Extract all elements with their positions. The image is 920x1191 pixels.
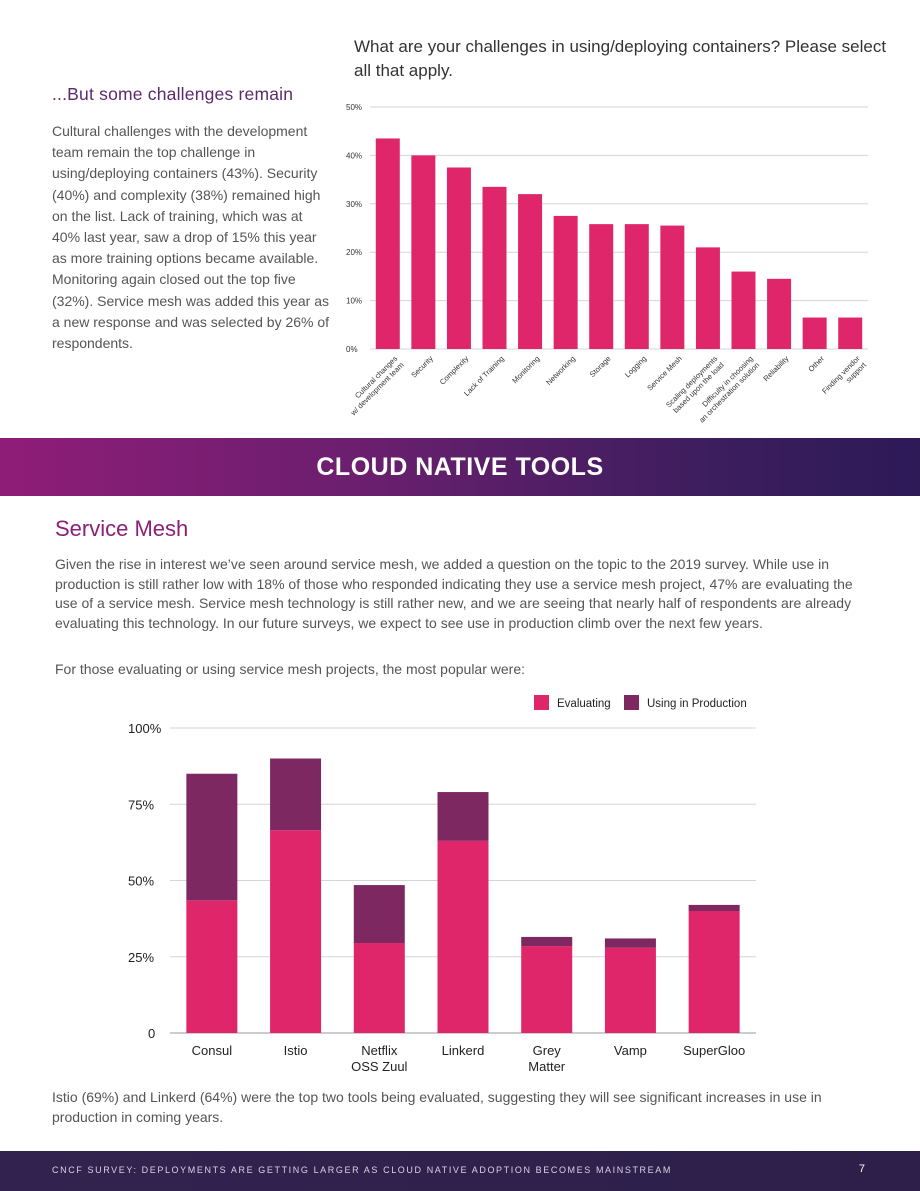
y-tick-label: 20% — [346, 248, 362, 257]
bar — [446, 167, 471, 349]
stacked-bar-segment — [688, 904, 740, 911]
svg-text:Networking: Networking — [544, 354, 577, 387]
legend-swatch — [534, 695, 549, 710]
x-tick-label: Storage — [588, 354, 613, 379]
stacked-bar-segment — [604, 938, 656, 948]
stacked-bar-segment — [688, 911, 740, 1033]
x-tick-label: Vamp — [614, 1043, 647, 1058]
service-mesh-heading: Service Mesh — [55, 516, 189, 541]
svg-text:Other: Other — [806, 354, 826, 374]
x-tick-label: SuperGloo — [683, 1043, 745, 1058]
bar — [731, 271, 756, 349]
y-tick-label: 100% — [128, 721, 162, 736]
svg-text:Complexity: Complexity — [438, 354, 471, 387]
stacked-bar-segment — [437, 840, 489, 1033]
stacked-bar-segment — [437, 792, 489, 841]
svg-text:Storage: Storage — [588, 354, 613, 379]
bar — [518, 194, 543, 349]
bar — [695, 247, 720, 349]
legend-label: Using in Production — [647, 698, 747, 710]
stacked-bar-segment — [353, 943, 405, 1033]
stacked-bar-segment — [270, 758, 322, 831]
y-tick-label: 0 — [148, 1026, 155, 1041]
stacked-bar-segment — [353, 885, 405, 944]
sidebar-paragraph: Cultural challenges with the development… — [52, 123, 330, 352]
bar — [375, 138, 400, 349]
x-tick-label: Consul — [192, 1043, 233, 1058]
bar — [838, 317, 863, 349]
bar — [660, 225, 685, 349]
x-tick-label: Matter — [528, 1059, 566, 1074]
svg-text:Monitoring: Monitoring — [510, 354, 541, 385]
x-tick-label: Security — [409, 354, 435, 380]
y-tick-label: 50% — [128, 874, 154, 889]
stacked-bar-segment — [270, 830, 322, 1033]
legend-label: Evaluating — [557, 698, 611, 710]
bar — [553, 215, 578, 349]
challenges-chart-title: What are your challenges in using/deploy… — [354, 37, 887, 80]
popular-projects-lead: For those evaluating or using service me… — [55, 661, 526, 677]
page-footer: CNCF SURVEY: DEPLOYMENTS ARE GETTING LAR… — [0, 1151, 920, 1191]
x-tick-label: Reliability — [761, 354, 790, 383]
bar — [802, 317, 827, 349]
stacked-bar-segment — [521, 946, 573, 1033]
banner-title: CLOUD NATIVE TOOLS — [316, 452, 604, 481]
y-tick-label: 25% — [128, 950, 154, 965]
svg-text:Service Mesh: Service Mesh — [645, 354, 683, 392]
y-tick-label: 30% — [346, 200, 362, 209]
x-tick-label: Networking — [544, 354, 577, 387]
stacked-bar-segment — [186, 900, 238, 1033]
legend-swatch — [624, 695, 639, 710]
x-tick-label: Netflix — [361, 1043, 398, 1058]
section-banner: CLOUD NATIVE TOOLS — [0, 438, 920, 496]
y-tick-label: 0% — [346, 345, 358, 354]
x-tick-label: Logging — [623, 354, 648, 379]
bar — [767, 278, 792, 349]
stacked-bar-segment — [521, 936, 573, 947]
y-tick-label: 10% — [346, 297, 362, 306]
x-tick-label: Monitoring — [510, 354, 541, 385]
conclusion-paragraph: Istio (69%) and Linkerd (64%) were the t… — [52, 1089, 822, 1125]
bar — [482, 186, 507, 349]
x-tick-label: Complexity — [438, 354, 471, 387]
svg-text:Logging: Logging — [623, 354, 648, 379]
stacked-bar-segment — [186, 773, 238, 901]
y-tick-label: 40% — [346, 151, 362, 160]
x-tick-label: Service Mesh — [645, 354, 683, 392]
x-tick-label: Grey — [533, 1043, 562, 1058]
x-tick-label: Istio — [284, 1043, 308, 1058]
y-tick-label: 50% — [346, 103, 362, 112]
bar — [411, 155, 436, 349]
service-mesh-paragraph: Given the rise in interest we’ve seen ar… — [55, 556, 853, 631]
bar — [589, 224, 614, 349]
y-tick-label: 75% — [128, 797, 154, 812]
stacked-bar-segment — [604, 947, 656, 1033]
sidebar-heading: ...But some challenges remain — [52, 84, 294, 104]
bar — [624, 224, 649, 349]
x-tick-label: OSS Zuul — [351, 1059, 407, 1074]
svg-text:Security: Security — [409, 354, 435, 380]
x-tick-label: Other — [806, 354, 826, 374]
footer-text: CNCF SURVEY: DEPLOYMENTS ARE GETTING LAR… — [52, 1165, 672, 1175]
x-tick-label: Linkerd — [442, 1043, 485, 1058]
svg-text:Reliability: Reliability — [761, 354, 790, 383]
page-number: 7 — [858, 1163, 865, 1175]
